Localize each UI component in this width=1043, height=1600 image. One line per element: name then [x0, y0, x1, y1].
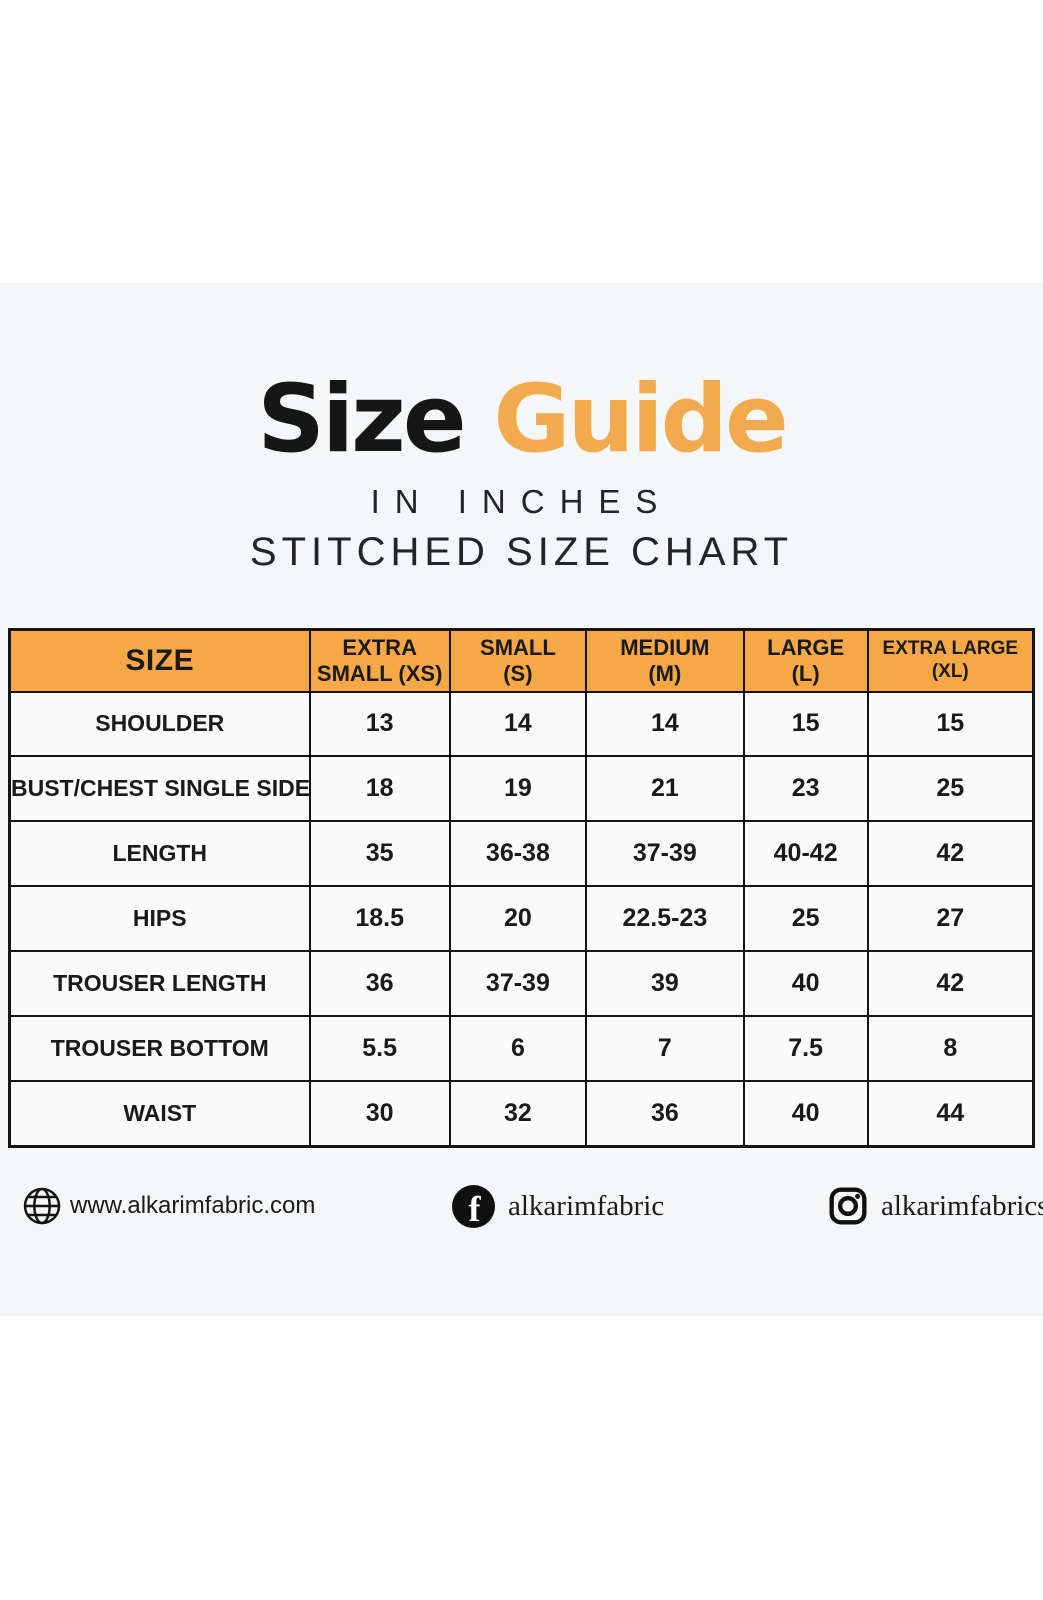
table-cell: 18.5 [308, 885, 451, 952]
table-cell: 20 [448, 885, 588, 952]
table-cell: 32 [448, 1079, 588, 1148]
header-line: SMALL (XS) [316, 660, 443, 686]
table-cell: 36-38 [448, 820, 588, 888]
header-line: (L) [791, 660, 820, 686]
header-line: MEDIUM [620, 634, 710, 660]
header-line: SMALL [480, 634, 556, 660]
table-cell: 35 [308, 820, 451, 888]
table-cell: 13 [308, 690, 451, 758]
table-cell: 42 [866, 949, 1035, 1017]
table-row-length: LENGTH 35 36-38 37-39 40-42 42 [8, 820, 1035, 888]
column-header-xs: EXTRA SMALL (XS) [308, 628, 451, 693]
subtitle-inches: IN INCHES [370, 483, 673, 520]
subtitle-stitched: STITCHED SIZE CHART [249, 530, 794, 574]
table-cell: 36 [308, 949, 451, 1017]
footer-website: www.alkarimfabric.com [22, 1183, 315, 1229]
size-chart-table: SIZE EXTRA SMALL (XS) SMALL (S) MEDIUM (M) … [8, 628, 1035, 1148]
row-label: WAIST [8, 1079, 311, 1148]
table-row-shoulder: SHOULDER 13 14 14 15 15 [8, 690, 1035, 758]
instagram-handle: alkarimfabrics [881, 1189, 1043, 1222]
table-cell: 15 [866, 690, 1035, 758]
table-cell: 40-42 [742, 820, 869, 888]
table-row-trouser-bottom: TROUSER BOTTOM 5.5 6 7 7.5 8 [8, 1014, 1035, 1082]
header-row: SIZE EXTRA SMALL (XS) SMALL (S) MEDIUM (M) … [8, 628, 1035, 693]
table-cell: 27 [866, 885, 1035, 952]
table-cell: 40 [742, 949, 869, 1017]
website-url: www.alkarimfabric.com [70, 1192, 316, 1219]
column-header-s: SMALL (S) [448, 628, 588, 693]
table-cell: 40 [742, 1079, 869, 1148]
table-cell: 37-39 [448, 949, 588, 1017]
header-line: EXTRA LARGE [882, 638, 1019, 660]
title-block: Size Guide IN INCHES STITCHED SIZE CHART [0, 283, 1043, 575]
header-line: (XL) [931, 660, 969, 682]
header-line: SIZE [125, 644, 195, 678]
row-label: BUST/CHEST SINGLE SIDE [8, 755, 311, 823]
column-header-xl: EXTRA LARGE (XL) [866, 628, 1035, 693]
table-cell: 14 [585, 690, 745, 758]
page-title: Size Guide [0, 373, 1043, 467]
table-cell: 19 [448, 755, 588, 823]
table-row-hips: HIPS 18.5 20 22.5-23 25 27 [8, 885, 1035, 952]
facebook-handle: alkarimfabric [508, 1189, 665, 1222]
column-header-m: MEDIUM (M) [585, 628, 745, 693]
table-cell: 36 [585, 1079, 745, 1148]
table-cell: 14 [448, 690, 588, 758]
table-cell: 25 [742, 885, 869, 952]
row-label: SHOULDER [8, 690, 311, 758]
title-word-size: Size [257, 365, 466, 474]
table-cell: 25 [866, 755, 1035, 823]
footer-facebook: f alkarimfabric [452, 1183, 664, 1229]
header-line: EXTRA [342, 634, 417, 660]
header-line: LARGE [767, 634, 845, 660]
table-cell: 30 [308, 1079, 451, 1148]
table-cell: 7 [585, 1014, 745, 1082]
table-cell: 21 [585, 755, 745, 823]
table-row-bust: BUST/CHEST SINGLE SIDE 18 19 21 23 25 [8, 755, 1035, 823]
table-cell: 37-39 [585, 820, 745, 888]
table-cell: 15 [742, 690, 869, 758]
globe-icon [23, 1187, 61, 1225]
header-line: (M) [648, 660, 682, 686]
table-cell: 42 [866, 820, 1035, 888]
table-cell: 8 [866, 1014, 1035, 1082]
table-cell: 22.5-23 [585, 885, 745, 952]
table-row-trouser-length: TROUSER LENGTH 36 37-39 39 40 42 [8, 949, 1035, 1017]
instagram-icon [829, 1187, 867, 1225]
table-cell: 18 [308, 755, 451, 823]
table-cell: 6 [448, 1014, 588, 1082]
title-word-guide: Guide [493, 365, 788, 474]
table-row-waist: WAIST 30 32 36 40 44 [8, 1079, 1035, 1148]
facebook-f-glyph: f [468, 1189, 481, 1228]
table-cell: 23 [742, 755, 869, 823]
row-label: TROUSER BOTTOM [8, 1014, 311, 1082]
header-line: (S) [503, 660, 533, 686]
row-label: TROUSER LENGTH [8, 949, 311, 1017]
table-cell: 39 [585, 949, 745, 1017]
table-cell: 5.5 [308, 1014, 451, 1082]
table-cell: 44 [866, 1079, 1035, 1148]
facebook-icon: f [452, 1184, 495, 1228]
table-cell: 7.5 [742, 1014, 869, 1082]
column-header-l: LARGE (L) [742, 628, 869, 693]
row-label: HIPS [8, 885, 311, 952]
row-label: LENGTH [8, 820, 311, 888]
column-header-size: SIZE [8, 628, 311, 693]
footer-instagram: alkarimfabrics [828, 1183, 1043, 1229]
